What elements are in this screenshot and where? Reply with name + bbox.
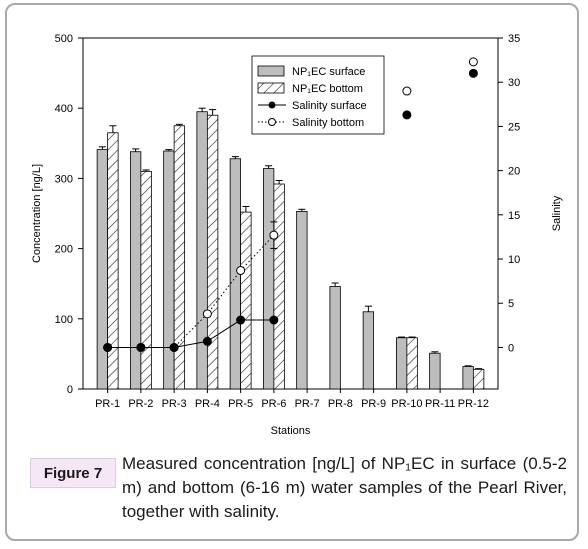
bar-surface xyxy=(262,168,275,390)
bar-surface xyxy=(462,366,474,390)
x-tick-label: PR-11 xyxy=(425,398,455,410)
legend-label: NP₁EC bottom xyxy=(292,83,363,95)
x-tick-label: PR-1 xyxy=(95,398,120,410)
bar-surface xyxy=(429,352,441,390)
y-tick-label: 0 xyxy=(67,384,73,396)
salinity-bottom-point xyxy=(236,266,246,276)
y2-tick-label: 15 xyxy=(508,210,520,222)
bar-surface xyxy=(362,311,375,390)
salinity-surface-point xyxy=(136,342,146,352)
figure-caption: Figure 7 Measured concentration [ng/L] o… xyxy=(30,450,570,530)
x-tick-label: PR-9 xyxy=(361,398,386,410)
y-tick-label: 200 xyxy=(55,244,73,256)
salinity-bottom-point xyxy=(202,309,212,319)
caption-text: Measured concentration [ng/L] of NP₁EC i… xyxy=(122,454,567,521)
salinity-surface-point xyxy=(103,342,113,352)
x-axis-label: Stations xyxy=(271,425,311,437)
salinity-surface-line xyxy=(107,319,274,348)
x-tick-label: PR-8 xyxy=(328,398,353,410)
salinity-surface-point xyxy=(202,336,212,346)
salinity-bottom-point xyxy=(402,86,412,96)
y-tick-label: 500 xyxy=(55,33,73,45)
figure-label: Figure 7 xyxy=(30,458,116,488)
x-tick-label: PR-6 xyxy=(261,398,286,410)
y2-tick-label: 10 xyxy=(508,254,520,266)
x-tick-label: PR-4 xyxy=(195,398,220,410)
legend-label: NP₁EC surface xyxy=(292,66,365,78)
chart: 0 100 200 300 400 500 0 5 10 15 20 25 30 35 PR-1 PR-2 PR… xyxy=(31,33,563,437)
x-tick-label: PR-10 xyxy=(391,398,422,410)
bar-surface xyxy=(96,149,109,390)
plot-frame xyxy=(82,37,499,390)
y2-tick-label: 0 xyxy=(508,342,514,354)
salinity-surface-point xyxy=(236,315,246,325)
y2-tick-label: 20 xyxy=(508,166,520,178)
bar-bottom xyxy=(206,114,219,390)
x-tick-label: PR-3 xyxy=(162,398,187,410)
bar-surface xyxy=(329,286,341,390)
bar-surface xyxy=(296,210,308,390)
legend-swatch-surface xyxy=(257,65,285,77)
bar-bottom xyxy=(273,183,285,390)
salinity-bottom-point xyxy=(468,57,478,67)
y2-tick-label: 30 xyxy=(508,77,520,89)
bar-surface xyxy=(395,337,408,390)
x-tick-label: PR-12 xyxy=(458,398,489,410)
x-tick-label: PR-7 xyxy=(295,398,320,410)
bar-bottom xyxy=(140,170,152,390)
bar-bottom xyxy=(472,368,485,390)
legend-swatch-bottom xyxy=(257,82,285,94)
bar-surface xyxy=(129,151,142,390)
salinity-bottom-point xyxy=(269,230,279,240)
bar-bottom xyxy=(406,337,418,390)
y2-tick-label: 5 xyxy=(508,298,514,310)
y-tick-label: 400 xyxy=(55,103,73,115)
y2-axis-label: Salinity xyxy=(551,195,563,231)
salinity-bottom-line xyxy=(107,234,275,348)
legend-marker-salinity-surface xyxy=(268,101,276,109)
y2-tick-label: 25 xyxy=(508,121,520,133)
salinity-surface-point xyxy=(402,110,412,120)
bar-surface xyxy=(196,111,208,390)
salinity-surface-point xyxy=(269,315,279,325)
y-axis-label: Concentration [ng/L] xyxy=(31,164,43,263)
legend: NP₁EC surface NP₁EC bottom Salinity surfac… xyxy=(251,55,385,135)
y-tick-label: 300 xyxy=(55,173,73,185)
x-tick-label: PR-2 xyxy=(128,398,153,410)
bar-surface xyxy=(163,150,175,390)
salinity-surface-point xyxy=(169,342,179,352)
bar-bottom xyxy=(240,211,252,390)
salinity-surface-point xyxy=(468,68,478,78)
legend-label: Salinity bottom xyxy=(292,117,364,129)
legend-marker-salinity-bottom xyxy=(268,118,276,126)
x-tick-label: PR-5 xyxy=(228,398,253,410)
legend-label: Salinity surface xyxy=(292,100,367,112)
y2-tick-label: 35 xyxy=(508,33,520,45)
y-tick-label: 100 xyxy=(55,314,73,326)
